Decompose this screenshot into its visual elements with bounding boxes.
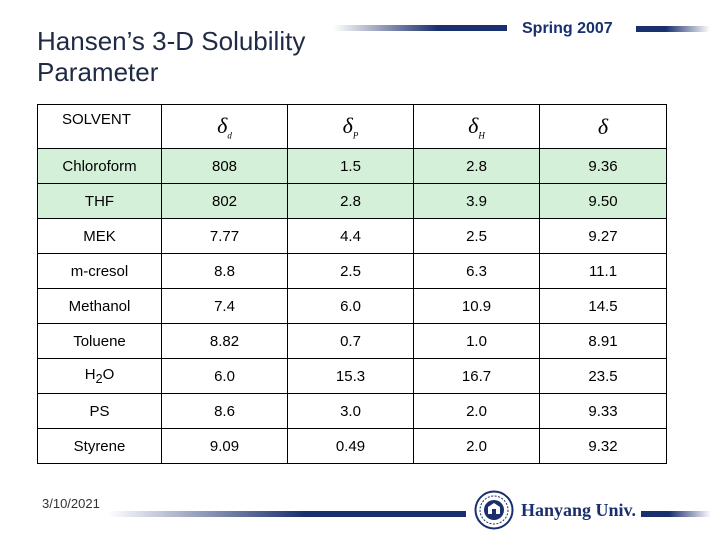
title-line-2: Parameter [37,57,159,87]
delta-total-cell: 9.27 [539,218,667,254]
delta-symbol: δ [468,112,479,138]
table-row: MEK 7.77 4.4 2.5 9.27 [37,218,667,254]
solvent-cell: m-cresol [37,253,162,289]
header-delta-h: δH [413,104,540,149]
delta-total-cell: 8.91 [539,323,667,359]
table-row: PS 8.6 3.0 2.0 9.33 [37,393,667,429]
delta-h-cell: 16.7 [413,358,540,394]
delta-p-cell: 2.5 [287,253,414,289]
delta-h-cell: 2.5 [413,218,540,254]
header-delta-p: δP [287,104,414,149]
formula-h: H [84,366,96,383]
delta-p-cell: 4.4 [287,218,414,254]
solvent-cell: Chloroform [37,148,162,184]
delta-h-cell: 2.8 [413,148,540,184]
delta-p-cell: 0.49 [287,428,414,464]
header-solvent: SOLVENT [37,104,162,149]
header-delta-total: δ [539,104,667,149]
footer-rule-left [108,511,466,517]
title-line-1: Hansen’s 3-D Solubility [37,26,306,56]
delta-total-cell: 11.1 [539,253,667,289]
header-rule-left [333,25,507,31]
solvent-cell: H2O [37,358,162,394]
delta-d-cell: 7.4 [161,288,288,324]
delta-h-cell: 1.0 [413,323,540,359]
table-row: Chloroform 808 1.5 2.8 9.36 [37,148,667,184]
delta-d-cell: 8.6 [161,393,288,429]
delta-total-cell: 9.50 [539,183,667,219]
delta-total-cell: 23.5 [539,358,667,394]
header-delta-d: δd [161,104,288,149]
delta-p-cell: 0.7 [287,323,414,359]
delta-h-cell: 2.0 [413,393,540,429]
slide-date: 3/10/2021 [42,496,100,508]
delta-d-cell: 8.82 [161,323,288,359]
delta-symbol: δ [217,112,228,138]
delta-p-cell: 1.5 [287,148,414,184]
table-row: m-cresol 8.8 2.5 6.3 11.1 [37,253,667,289]
delta-sub-p: P [352,130,359,141]
delta-symbol: δ [342,112,353,138]
solubility-table: SOLVENT δd δP δH δ Chloroform 808 1.5 2.… [37,104,667,464]
solvent-cell: Toluene [37,323,162,359]
table-row: THF 802 2.8 3.9 9.50 [37,183,667,219]
table-row: Styrene 9.09 0.49 2.0 9.32 [37,428,667,464]
delta-sub-d: d [227,130,232,141]
slide-title: Hansen’s 3-D Solubility Parameter [37,26,367,88]
formula-subscript: 2 [95,372,103,386]
delta-d-cell: 802 [161,183,288,219]
delta-d-cell: 8.8 [161,253,288,289]
delta-d-cell: 7.77 [161,218,288,254]
table-row: Toluene 8.82 0.7 1.0 8.91 [37,323,667,359]
delta-p-cell: 15.3 [287,358,414,394]
delta-h-cell: 6.3 [413,253,540,289]
solvent-cell: THF [37,183,162,219]
delta-total-cell: 9.36 [539,148,667,184]
delta-d-cell: 808 [161,148,288,184]
formula-o: O [102,366,115,383]
delta-total-cell: 14.5 [539,288,667,324]
delta-p-cell: 3.0 [287,393,414,429]
delta-sub-h: H [478,130,485,141]
delta-total-cell: 9.32 [539,428,667,464]
delta-p-cell: 6.0 [287,288,414,324]
delta-h-cell: 3.9 [413,183,540,219]
header-rule-right [636,26,710,32]
university-seal-icon [474,490,514,530]
footer-rule-right [641,511,711,517]
delta-h-cell: 10.9 [413,288,540,324]
delta-symbol: δ [597,113,609,139]
delta-total-cell: 9.33 [539,393,667,429]
table-header-row: SOLVENT δd δP δH δ [37,104,667,149]
delta-d-cell: 6.0 [161,358,288,394]
table-row: Methanol 7.4 6.0 10.9 14.5 [37,288,667,324]
delta-d-cell: 9.09 [161,428,288,464]
solvent-cell: PS [37,393,162,429]
semester-label: Spring 2007 [522,20,613,37]
delta-p-cell: 2.8 [287,183,414,219]
delta-h-cell: 2.0 [413,428,540,464]
solvent-cell: MEK [37,218,162,254]
university-name: Hanyang Univ. [521,500,637,520]
solvent-cell: Styrene [37,428,162,464]
table-row: H2O 6.0 15.3 16.7 23.5 [37,358,667,394]
solvent-cell: Methanol [37,288,162,324]
